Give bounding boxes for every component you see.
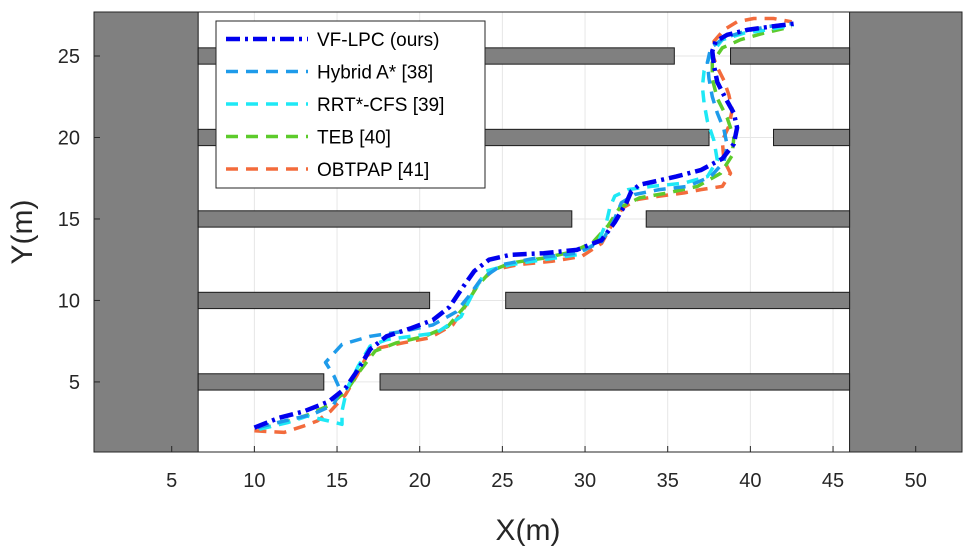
x-tick-label: 40 — [739, 470, 761, 492]
y-tick-label: 15 — [58, 209, 80, 231]
x-tick-label: 35 — [657, 470, 679, 492]
x-tick-label: 15 — [326, 470, 348, 492]
x-axis-label: X(m) — [496, 514, 561, 547]
x-tick-label: 50 — [905, 470, 927, 492]
obstacle — [773, 128, 851, 147]
obstacle — [197, 291, 431, 310]
x-tick-label: 30 — [574, 470, 596, 492]
x-tick-label: 10 — [243, 470, 265, 492]
x-axis-ticks: 5 10 15 20 25 30 35 40 45 50 — [166, 446, 927, 492]
x-tick-label: 45 — [822, 470, 844, 492]
legend-box — [215, 20, 486, 189]
obstacle — [379, 373, 851, 391]
obstacle — [197, 373, 325, 391]
plot-frame — [93, 11, 963, 453]
obstacle — [849, 11, 963, 453]
x-tick-label: 20 — [409, 470, 431, 492]
x-tick-label: 25 — [491, 470, 513, 492]
y-tick-label: 25 — [58, 46, 80, 68]
y-tick-label: 10 — [58, 290, 80, 312]
y-tick-label: 5 — [69, 372, 80, 394]
series-line-hybrid-a-38 — [257, 21, 794, 430]
obstacle — [645, 210, 851, 228]
y-axis-label: Y(m) — [6, 200, 39, 265]
obstacle — [505, 291, 851, 310]
x-tick-label: 5 — [166, 470, 177, 492]
obstacle — [730, 47, 851, 65]
obstacle — [93, 11, 199, 453]
legend-label-vf-lpc-ours: VF-LPC (ours) — [317, 30, 439, 51]
legend-label-rrt-cfs-39: RRT*-CFS [39] — [317, 95, 444, 116]
legend-label-teb-40: TEB [40] — [317, 128, 391, 149]
series-line-vf-lpc-ours — [253, 21, 797, 430]
y-tick-label: 20 — [58, 127, 80, 149]
legend: VF-LPC (ours) Hybrid A* [38] RRT*-CFS [39]… — [215, 20, 486, 189]
obstacle — [197, 210, 573, 228]
y-axis-ticks: 5 10 15 20 25 — [58, 46, 100, 394]
series-lines — [253, 16, 797, 435]
legend-label-hybrid-a-38: Hybrid A* [38] — [317, 63, 433, 84]
legend-label-obtpap-41: OBTPAP [41] — [317, 160, 429, 181]
